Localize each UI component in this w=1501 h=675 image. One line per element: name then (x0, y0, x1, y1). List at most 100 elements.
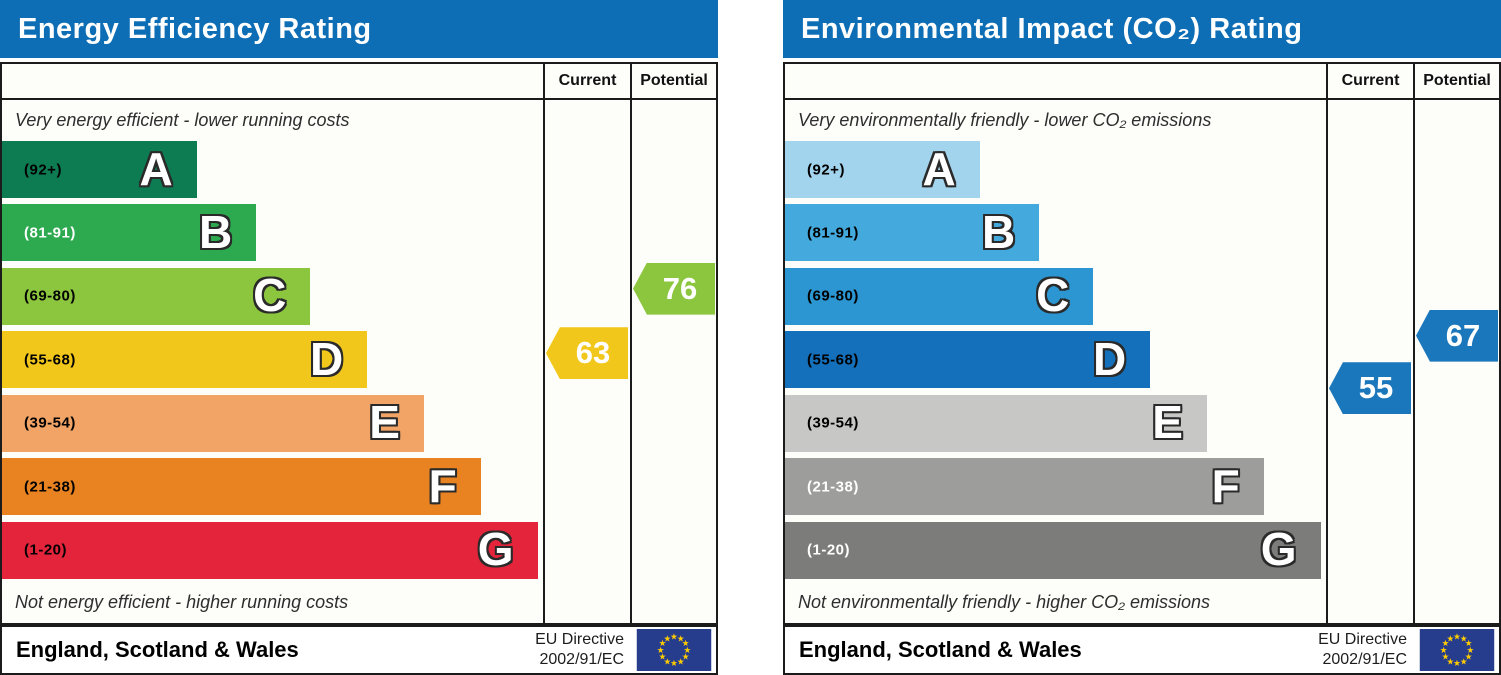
band-row-g: (1-20) G (2, 521, 543, 584)
band-bar-e: (39-54) E (785, 394, 1207, 452)
band-range-label: (69-80) (807, 287, 859, 305)
eu-flag-star: ★ (682, 639, 690, 649)
band-bar-f: (21-38) F (785, 458, 1264, 516)
band-bar-b: (81-91) B (2, 204, 257, 262)
band-bar-e: (39-54) E (2, 394, 424, 452)
eu-flag-star: ★ (663, 634, 671, 644)
header-divider-line (785, 98, 1499, 100)
eu-directive-line1: EU Directive (1318, 631, 1407, 648)
potential-column-header: Potential (640, 72, 708, 89)
band-range-label: (21-38) (807, 478, 859, 496)
band-range-label: (81-91) (807, 224, 859, 242)
band-row-a: (92+) A (785, 140, 1326, 203)
eu-flag-star: ★ (657, 646, 665, 656)
band-bar-f: (21-38) F (2, 458, 481, 516)
band-bar-c: (69-80) C (2, 267, 311, 325)
band-letter: B (199, 205, 233, 258)
energy-efficiency-panel: Energy Efficiency Rating Current Potenti… (0, 0, 718, 675)
bottom-note: Not energy efficient - higher running co… (15, 592, 349, 612)
bottom-note: Not environmentally friendly - higher CO… (798, 592, 1211, 612)
eu-flag-star: ★ (684, 646, 692, 656)
region-label: England, Scotland & Wales (799, 637, 1082, 662)
band-range-label: (92+) (807, 161, 845, 178)
eu-directive-line2: 2002/91/EC (539, 651, 624, 668)
eu-flag-star: ★ (659, 653, 667, 663)
band-letter: B (982, 205, 1016, 258)
eu-flag-star: ★ (1440, 646, 1448, 656)
band-letter: C (253, 269, 287, 322)
band-row-d: (55-68) D (785, 330, 1326, 393)
band-bar-g: (1-20) G (2, 521, 538, 579)
band-letter: D (309, 332, 344, 385)
band-range-label: (69-80) (24, 287, 76, 305)
panel-footer: England, Scotland & Wales EU Directive 2… (0, 625, 718, 675)
eu-flag-star: ★ (670, 659, 678, 669)
current-column-divider (543, 64, 545, 623)
panel-footer: England, Scotland & Wales EU Directive 2… (783, 625, 1501, 675)
band-range-label: (1-20) (807, 541, 851, 559)
band-letter: F (1211, 459, 1240, 512)
band-row-a: (92+) A (2, 140, 543, 203)
eu-flag-star: ★ (682, 653, 690, 663)
rating-bands: (92+) A (81-91) B (69-80) C (55-68) D (39-54) E (2… (2, 140, 543, 584)
rating-table: Current Potential Very environmentally f… (783, 62, 1501, 625)
band-row-b: (81-91) B (2, 203, 543, 266)
eu-flag-star: ★ (659, 639, 667, 649)
eu-flag-star: ★ (1446, 634, 1454, 644)
band-bar-a: (92+) A (785, 141, 980, 198)
eu-flag-star: ★ (1465, 653, 1473, 663)
band-letter: A (139, 142, 173, 195)
eu-flag-star: ★ (1442, 653, 1450, 663)
top-note: Very energy efficient - lower running co… (15, 110, 350, 130)
eu-directive-label: EU Directive 2002/91/EC (1318, 627, 1407, 673)
band-range-label: (81-91) (24, 224, 76, 242)
band-letter: C (1036, 269, 1070, 322)
eu-directive-line1: EU Directive (535, 631, 624, 648)
band-bar-c: (69-80) C (785, 267, 1094, 325)
band-bar-b: (81-91) B (785, 204, 1040, 262)
potential-column-divider (630, 64, 632, 623)
eu-flag-star: ★ (1460, 657, 1468, 667)
band-letter: G (477, 522, 514, 575)
current-column-header: Current (558, 72, 617, 89)
top-note: Very environmentally friendly - lower CO… (798, 110, 1212, 130)
band-range-label: (92+) (24, 161, 62, 178)
band-range-label: (21-38) (24, 478, 76, 496)
eu-flag-star: ★ (1442, 639, 1450, 649)
band-row-g: (1-20) G (785, 521, 1326, 584)
potential-rating-arrow: 67 (1416, 309, 1498, 362)
band-range-label: (39-54) (807, 414, 859, 432)
eu-flag-star: ★ (1465, 639, 1473, 649)
band-row-f: (21-38) F (785, 457, 1326, 520)
environmental-impact-panel: Environmental Impact (CO₂) Rating Curren… (783, 0, 1501, 675)
band-bar-a: (92+) A (2, 141, 197, 198)
band-letter: A (922, 142, 956, 195)
rating-table: Current Potential Very energy efficient … (0, 62, 718, 625)
band-range-label: (39-54) (24, 414, 76, 432)
current-rating-value: 63 (575, 335, 611, 371)
band-row-c: (69-80) C (785, 267, 1326, 330)
eu-directive-label: EU Directive 2002/91/EC (535, 627, 624, 673)
eu-flag-star: ★ (1467, 646, 1475, 656)
band-range-label: (55-68) (24, 351, 76, 369)
band-letter: F (428, 459, 457, 512)
band-letter: D (1092, 332, 1127, 385)
eu-flag-star: ★ (1453, 659, 1461, 669)
band-row-e: (39-54) E (2, 394, 543, 457)
rating-bands: (92+) A (81-91) B (69-80) C (55-68) D (39-54) E (2… (785, 140, 1326, 584)
eu-flag-icon: ★★★★★★★★★★★★ (1419, 629, 1495, 671)
band-row-e: (39-54) E (785, 394, 1326, 457)
band-row-f: (21-38) F (2, 457, 543, 520)
band-row-d: (55-68) D (2, 330, 543, 393)
current-rating-arrow: 63 (546, 327, 628, 380)
current-column-header: Current (1341, 72, 1400, 89)
potential-rating-arrow: 76 (633, 262, 715, 315)
eu-flag-star: ★ (1453, 633, 1461, 643)
eu-directive-line2: 2002/91/EC (1322, 651, 1407, 668)
potential-rating-value: 76 (662, 270, 698, 306)
eu-flag-icon: ★★★★★★★★★★★★ (636, 629, 712, 671)
potential-column-header: Potential (1423, 72, 1491, 89)
band-letter: G (1260, 522, 1297, 575)
header-divider-line (2, 98, 716, 100)
eu-flag-star: ★ (677, 657, 685, 667)
